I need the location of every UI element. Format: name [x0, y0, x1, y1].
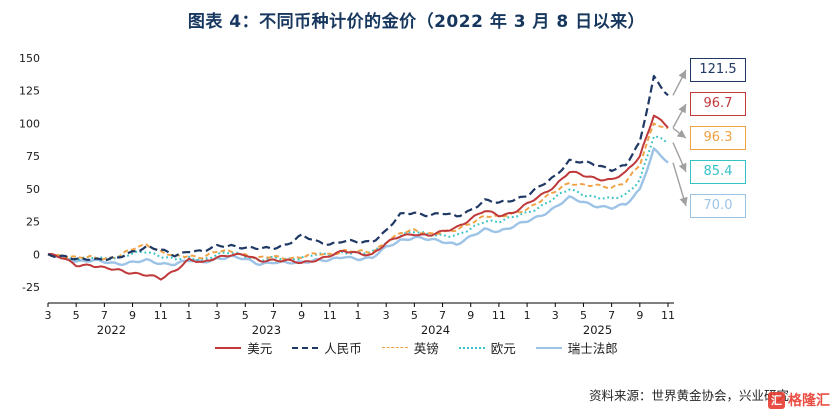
x-tick-label: 7 [270, 309, 277, 322]
x-tick-label: 1 [524, 309, 531, 322]
legend-swatch-cny [292, 346, 319, 349]
x-tick-label: 11 [323, 309, 337, 322]
x-tick-label: 3 [214, 309, 221, 322]
x-tick-label: 11 [661, 309, 675, 322]
x-tick-label: 9 [298, 309, 305, 322]
x-tick-label: 7 [439, 309, 446, 322]
x-tick-label: 9 [129, 309, 136, 322]
series-line-eur [47, 135, 669, 262]
series-line-cny [47, 74, 669, 262]
y-tick-label: 100 [19, 117, 40, 130]
y-tick-label: 150 [19, 52, 40, 65]
y-tick-label: 25 [26, 216, 40, 229]
watermark-text: 格隆汇 [788, 393, 830, 409]
legend-label-usd: 美元 [247, 341, 273, 356]
x-year-label: 2024 [421, 323, 450, 337]
x-year-label: 2023 [252, 323, 281, 337]
x-tick-label: 3 [45, 309, 52, 322]
legend-swatch-usd [215, 346, 242, 349]
x-tick-label: 1 [355, 309, 362, 322]
legend-label-eur: 欧元 [490, 341, 516, 356]
x-tick-label: 9 [636, 309, 643, 322]
x-tick-label: 7 [101, 309, 108, 322]
legend-item-gbp: 英镑 [381, 338, 439, 357]
y-tick-label: 50 [26, 183, 40, 196]
x-tick-label: 5 [580, 309, 587, 322]
x-tick-label: 5 [73, 309, 80, 322]
end-label-leader-gbp [672, 127, 687, 139]
x-tick-label: 9 [467, 309, 474, 322]
end-label-chf: 70.0 [690, 194, 746, 218]
end-label-leader-usd [672, 103, 687, 129]
y-tick-label: 125 [19, 85, 40, 98]
end-label-leader-eur [672, 142, 687, 173]
legend-item-eur: 欧元 [458, 338, 516, 357]
legend-item-cny: 人民币 [292, 338, 362, 357]
chart-legend: 美元 人民币 英镑 欧元 瑞士法郎 [0, 338, 833, 357]
legend-label-gbp: 英镑 [413, 341, 439, 356]
end-label-cny: 121.5 [690, 58, 746, 82]
x-year-label: 2022 [97, 323, 126, 337]
legend-swatch-eur [458, 346, 485, 349]
watermark-icon: 汇 [768, 391, 785, 409]
x-tick-label: 1 [185, 309, 192, 322]
x-tick-label: 3 [383, 309, 390, 322]
chart-title: 图表 4：不同币种计价的金价（2022 年 3 月 8 日以来） [187, 12, 646, 32]
y-tick-label: 75 [26, 150, 40, 163]
x-tick-label: 7 [608, 309, 615, 322]
end-label-leader-chf [672, 162, 688, 207]
x-year-label: 2025 [583, 323, 612, 337]
x-tick-label: 5 [242, 309, 249, 322]
watermark: 汇 格隆汇 [768, 390, 830, 410]
x-tick-label: 5 [411, 309, 418, 322]
end-label-gbp: 96.3 [690, 126, 746, 150]
end-label-eur: 85.4 [690, 160, 746, 184]
end-label-usd: 96.7 [690, 92, 746, 116]
source-text: 资料来源：世界黄金协会，兴业研究 [588, 388, 789, 403]
x-tick-label: 3 [552, 309, 559, 322]
legend-swatch-gbp [381, 347, 408, 348]
x-tick-label: 11 [492, 309, 506, 322]
legend-label-cny: 人民币 [324, 341, 362, 356]
end-label-leader-cny [672, 69, 687, 96]
legend-label-chf: 瑞士法郎 [567, 341, 618, 356]
x-tick-label: 11 [154, 309, 168, 322]
y-tick-label: -25 [22, 281, 40, 294]
y-tick-label: 0 [33, 248, 40, 261]
legend-item-chf: 瑞士法郎 [535, 338, 618, 357]
series-line-gbp [47, 122, 669, 261]
series-line-usd [47, 114, 669, 281]
legend-item-usd: 美元 [215, 338, 272, 357]
series-line-chf [47, 147, 669, 267]
legend-swatch-chf [535, 346, 562, 349]
